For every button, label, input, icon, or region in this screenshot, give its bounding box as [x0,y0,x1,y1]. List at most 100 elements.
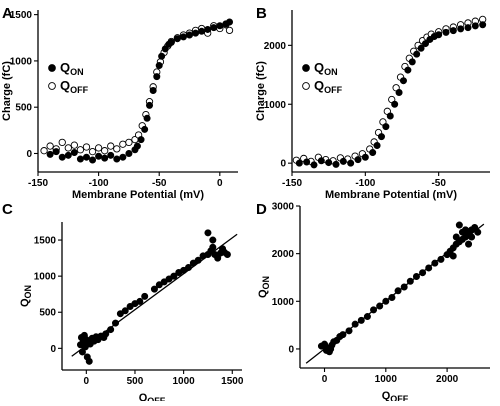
y-tick-label: 1000 [10,56,33,67]
y-axis-title: Charge (fC) [255,61,267,121]
data-point-q-on [413,50,421,58]
data-point-q-on [210,24,218,32]
data-point-q-on [173,35,181,43]
data-point-q-on [82,153,90,161]
y-tick-label: 3000 [272,202,295,213]
data-point-q-off [225,26,234,35]
data-point-q-on [125,149,133,157]
data-point-q-off [113,145,121,153]
y-tick-label: 500 [39,308,56,319]
legend-label-q-off: QOFF [60,78,89,95]
data-point-q-on [179,33,187,41]
x-axis-title: Membrane Potential (mV) [325,189,457,201]
data-point-q-off [101,147,109,155]
x-tick-label: 1000 [172,376,195,387]
y-tick-label: 500 [15,103,32,114]
x-tick-label: 0 [84,376,90,387]
data-point-q-on [363,313,371,321]
data-point-q-on [408,58,416,66]
data-point-q-on [89,156,97,164]
y-tick-label: 1000 [264,100,287,111]
data-point-q-on [192,29,200,37]
x-tick-label: 500 [127,376,144,387]
data-point-q-on [452,233,460,241]
data-point-q-on [377,133,385,141]
data-point-q-on [370,306,378,314]
data-point-q-on [458,228,466,236]
data-point-q-on [310,161,318,169]
data-point-q-off [64,144,72,152]
data-point-q-on [339,331,347,339]
data-point-q-on [373,141,381,149]
data-point-q-on [58,153,66,161]
data-point-q-on [155,62,163,70]
data-point-q-on [204,25,212,33]
data-point-q-off [46,142,54,150]
x-tick-label: 2000 [436,374,459,385]
data-point-q-on [347,159,355,167]
x-tick-label: 1500 [221,376,244,387]
data-point-q-on [186,31,194,39]
data-point-q-on [198,27,206,35]
y-axis-title: Charge (fC) [1,61,13,121]
data-point-q-on [76,155,84,163]
x-tick-label: 1000 [375,374,398,385]
data-point-q-off [40,147,48,155]
data-point-q-on [137,136,145,144]
data-point-q-off [125,138,133,147]
data-point-q-on [146,101,154,109]
data-point-q-on [141,125,149,133]
x-tick-label: -100 [355,178,375,189]
data-point-q-on [158,52,166,60]
legend-marker-q-off [48,82,56,90]
data-point-q-on [121,307,129,315]
data-point-q-off [70,141,79,149]
data-point-q-on [216,22,224,30]
data-point-q-on [449,252,457,260]
data-point-q-on [391,100,399,108]
legend-marker-q-on [48,64,56,72]
data-point-q-on [471,22,479,30]
data-point-q-on [136,297,144,305]
y-axis-title: QON [257,276,271,298]
x-tick-label: -50 [431,178,446,189]
data-point-q-on [119,153,127,161]
data-point-q-on [149,87,157,95]
data-point-q-on [70,149,78,157]
x-tick-label: -100 [89,178,109,189]
data-point-q-on [468,233,476,241]
data-point-q-on [209,243,217,251]
legend-label-q-on: QON [314,60,338,77]
data-point-q-on [376,302,384,310]
y-tick-label: 0 [280,159,286,170]
data-point-q-on [112,319,120,327]
data-point-q-on [322,346,330,354]
data-point-q-on [332,160,340,168]
data-point-q-on [404,66,412,74]
data-point-q-on [295,159,303,167]
data-point-q-on [442,28,450,36]
legend-marker-q-on [302,64,310,72]
y-tick-label: 1500 [10,10,33,21]
y-tick-label: 1000 [272,297,295,308]
data-point-q-on [406,277,414,285]
data-point-q-on [64,151,72,159]
data-point-q-on [382,297,390,305]
data-point-q-on [141,292,149,300]
legend-marker-q-off [302,82,310,90]
data-point-q-on [464,24,472,32]
y-axis-title: QON [19,285,33,307]
data-point-q-on [52,148,60,156]
data-point-q-on [417,44,425,52]
data-point-q-on [102,330,110,338]
panel-d: D 0 1000 2000 0 1000 2000 3000 QOFF QON [256,201,490,404]
data-point-q-on [421,40,429,48]
data-point-q-off [76,146,85,154]
data-point-q-on [143,114,151,122]
y-tick-label: 0 [26,149,32,160]
panel-letter-a: A [2,5,13,22]
data-point-q-on [400,283,408,291]
data-point-q-on [419,269,427,277]
x-axis-title: Membrane Potential (mV) [72,189,204,201]
